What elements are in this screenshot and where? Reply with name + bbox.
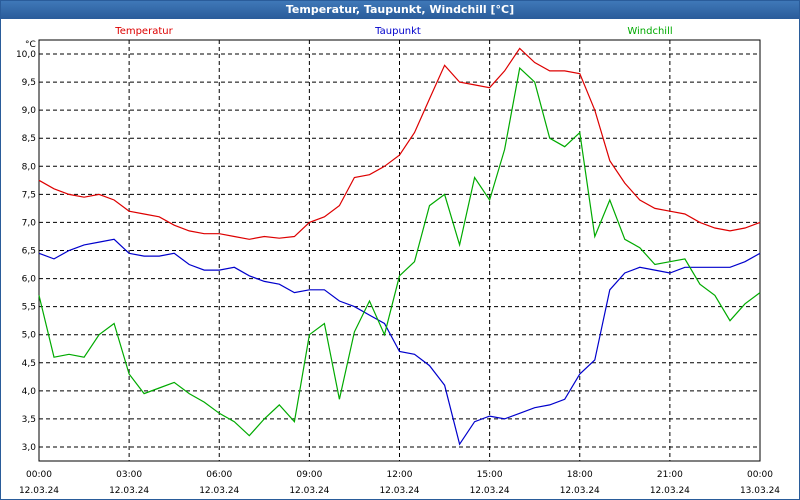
series-lines (38, 47, 761, 446)
x-tick-date: 12.03.24 (470, 486, 510, 496)
x-tick-date: 12.03.24 (379, 486, 419, 496)
x-tick-time: 21:00 (657, 470, 683, 480)
x-tick-time: 03:00 (116, 470, 142, 480)
legend-entry: Windchill (627, 26, 672, 37)
series-line (38, 66, 761, 437)
y-tick-label: 3,5 (22, 415, 36, 425)
x-axis-ticks: 00:00 12.03.24 03:00 12.03.24 06:00 12.03.24 0… (19, 470, 780, 496)
y-tick-label: 8,5 (22, 134, 36, 144)
y-tick-label: 7,5 (22, 190, 36, 200)
y-tick-label: 3,0 (22, 443, 37, 453)
y-tick-label: 6,0 (22, 275, 37, 285)
x-tick-date: 12.03.24 (560, 486, 600, 496)
y-tick-label: 9,5 (22, 78, 36, 88)
y-tick-label: 5,0 (22, 331, 37, 341)
series-line (38, 47, 761, 240)
y-tick-label: 8,0 (22, 162, 37, 172)
y-tick-label: 4,5 (22, 359, 36, 369)
x-tick-time: 00:00 (26, 470, 52, 480)
x-tick-time: 06:00 (206, 470, 232, 480)
x-tick-date: 12.03.24 (650, 486, 690, 496)
x-tick-time: 18:00 (567, 470, 593, 480)
plot-frame (38, 39, 761, 462)
window-title: Temperatur, Taupunkt, Windchill [°C] (1, 1, 799, 19)
y-tick-label: 5,5 (22, 303, 36, 313)
legend-entry: Taupunkt (374, 26, 421, 37)
y-tick-label: 10,0 (16, 50, 36, 60)
x-tick-time: 09:00 (296, 470, 322, 480)
unit-label: °C (25, 40, 36, 50)
legend: Temperatur Taupunkt Windchill (114, 26, 672, 37)
x-tick-time: 00:00 (747, 470, 773, 480)
grid-lines (39, 40, 760, 461)
y-tick-label: 9,0 (22, 106, 37, 116)
y-axis-ticks: 3,0 3,5 4,0 4,5 5,0 5,5 6,0 6,5 7,0 7,5 8,0 8,5 9,0 9… (16, 50, 36, 453)
y-tick-label: 7,0 (22, 218, 37, 228)
x-tick-date: 13.03.24 (740, 486, 780, 496)
x-tick-date: 12.03.24 (109, 486, 149, 496)
x-tick-date: 12.03.24 (199, 486, 239, 496)
x-tick-date: 12.03.24 (19, 486, 59, 496)
legend-entry: Temperatur (114, 26, 173, 37)
x-tick-time: 12:00 (387, 470, 413, 480)
y-tick-label: 6,5 (22, 247, 36, 257)
x-tick-date: 12.03.24 (289, 486, 329, 496)
x-tick-time: 15:00 (477, 470, 503, 480)
y-tick-label: 4,0 (22, 387, 37, 397)
series-line (38, 238, 761, 446)
